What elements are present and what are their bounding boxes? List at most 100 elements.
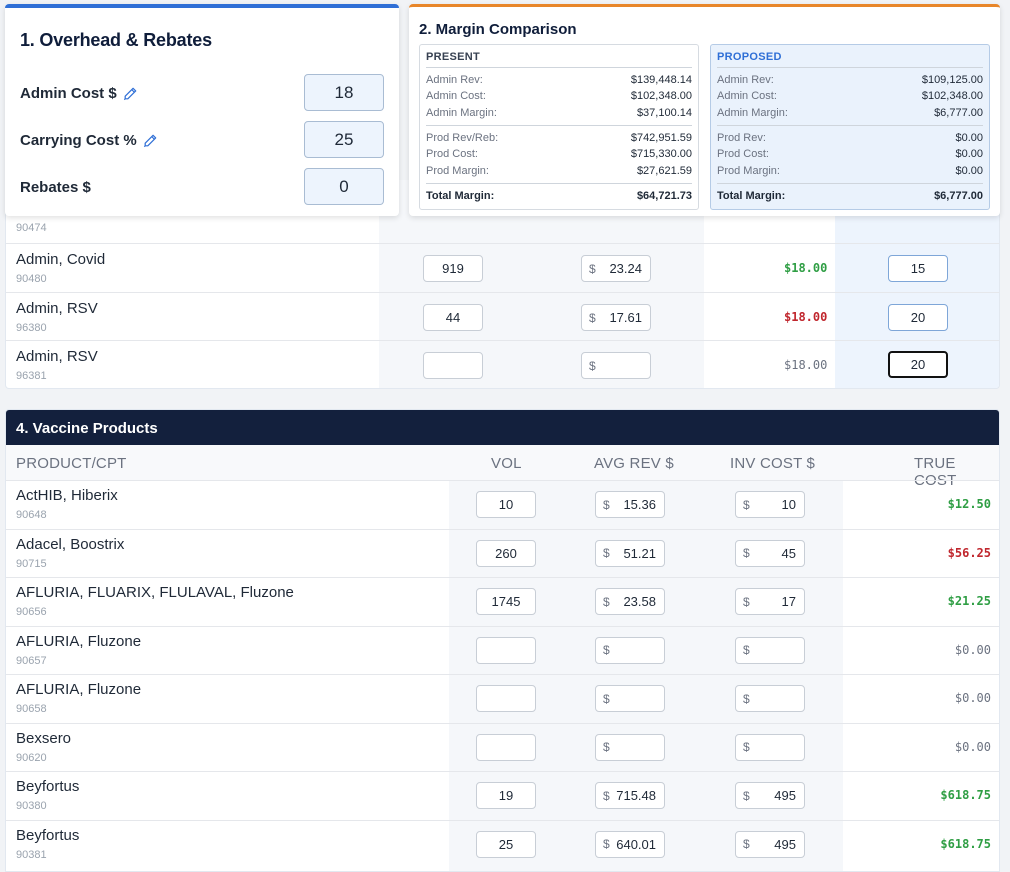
vol-value: 1745 — [491, 594, 521, 609]
inv-cost-input[interactable]: $ — [735, 733, 805, 761]
rebates-input[interactable]: 0 — [304, 168, 384, 205]
pencil-icon[interactable] — [123, 87, 137, 101]
true-cost-value: $0.00 — [954, 691, 991, 705]
line-label: Prod Margin: — [717, 165, 780, 177]
inv-cost-input[interactable]: $10 — [735, 491, 805, 518]
product-name: Beyfortus — [16, 826, 80, 844]
line-label: Admin Rev: — [717, 74, 774, 86]
vol-input[interactable] — [476, 685, 536, 712]
avg-rev-input[interactable]: $ — [595, 636, 665, 664]
vol-input[interactable]: 25 — [476, 830, 536, 858]
line-label: Admin Cost: — [426, 90, 486, 102]
dollar-symbol: $ — [603, 643, 610, 657]
margin-comparison-panel: 2. Margin Comparison PRESENT Admin Rev: $… — [409, 4, 1000, 216]
inv-cost-input[interactable]: $17 — [735, 588, 805, 615]
vol-input[interactable]: 919 — [423, 255, 483, 282]
line-value: $64,721.73 — [636, 190, 692, 202]
prod-cost-line: Prod Cost: $0.00 — [717, 148, 983, 160]
carrying-cost-input[interactable]: 25 — [304, 121, 384, 158]
line-label: Admin Rev: — [426, 74, 483, 86]
avg-rev-input[interactable]: $ — [595, 685, 665, 712]
product-name: AFLURIA, Fluzone — [16, 632, 142, 650]
proposed-fee-input[interactable]: 20 — [888, 304, 948, 331]
pencil-icon[interactable] — [143, 134, 157, 148]
section-title: 4. Vaccine Products — [6, 410, 999, 445]
vol-input[interactable]: 1745 — [476, 588, 536, 615]
product-cpt: 90381 — [16, 848, 47, 861]
rev-input[interactable]: $17.61 — [581, 304, 651, 331]
line-value: $27,621.59 — [636, 165, 692, 177]
table-row: Admin, RSV 96381 $ $18.00 20 — [6, 340, 999, 388]
row-name: Admin, RSV — [16, 348, 98, 365]
product-cpt: 90657 — [16, 654, 47, 667]
inv-cost-input[interactable]: $ — [735, 636, 805, 664]
avg-rev-input[interactable]: $51.21 — [595, 539, 665, 567]
dollar-symbol: $ — [603, 497, 610, 512]
line-label: Prod Margin: — [426, 165, 489, 177]
dollar-symbol: $ — [589, 310, 596, 325]
inv-cost-value: 17 — [781, 594, 796, 609]
vol-input[interactable]: 19 — [476, 782, 536, 809]
product-name: AFLURIA, Fluzone — [16, 681, 142, 698]
rebates-label: Rebates $ — [20, 179, 91, 196]
dollar-symbol: $ — [603, 740, 610, 754]
line-value: $139,448.14 — [630, 74, 692, 86]
rev-value: 17.61 — [609, 310, 642, 325]
product-cpt: 90715 — [16, 557, 47, 570]
proposed-fee-input[interactable]: 20 — [888, 351, 948, 378]
proposed-value: 15 — [910, 261, 926, 276]
avg-rev-value: 640.01 — [616, 836, 656, 852]
avg-rev-input[interactable]: $23.58 — [595, 588, 665, 615]
avg-rev-value: 15.36 — [623, 497, 656, 512]
avg-rev-value: 715.48 — [616, 788, 656, 803]
avg-rev-input[interactable]: $ — [595, 733, 665, 761]
vol-input[interactable]: 260 — [476, 539, 536, 567]
inv-cost-input[interactable]: $495 — [735, 782, 805, 809]
vol-input[interactable]: 10 — [476, 491, 536, 518]
prod-rev-line: Prod Rev: $0.00 — [717, 132, 983, 144]
dollar-symbol: $ — [603, 691, 610, 706]
dollar-symbol: $ — [743, 594, 750, 609]
admin-cost-line: Admin Cost: $102,348.00 — [426, 90, 692, 102]
rev-input[interactable]: $23.24 — [581, 255, 651, 282]
line-label: Admin Margin: — [717, 107, 788, 119]
dollar-symbol: $ — [743, 788, 750, 803]
avg-rev-input[interactable]: $15.36 — [595, 491, 665, 518]
true-cost-value: $0.00 — [954, 642, 991, 657]
avg-rev-input[interactable]: $715.48 — [595, 782, 665, 809]
inv-cost-value: 495 — [774, 836, 796, 852]
vaccine-products-section: 4. Vaccine Products PRODUCT/CPT VOL AVG … — [5, 409, 1000, 872]
admin-cost-input[interactable]: 18 — [304, 74, 384, 111]
inv-cost-input[interactable]: $495 — [735, 830, 805, 858]
proposed-value: 20 — [910, 357, 926, 372]
inv-cost-input[interactable]: $45 — [735, 539, 805, 567]
avg-rev-input[interactable]: $640.01 — [595, 830, 665, 858]
product-name: Bexsero — [16, 729, 72, 747]
header-true-cost: TRUE COST — [914, 455, 957, 489]
product-cpt: 90620 — [16, 751, 47, 764]
admin-cost-row: Admin Cost $ — [20, 85, 137, 102]
dollar-symbol: $ — [743, 837, 750, 851]
rev-input[interactable]: $ — [581, 352, 651, 379]
product-name: Beyfortus — [16, 778, 80, 795]
admin-cost-line: Admin Cost: $102,348.00 — [717, 90, 983, 102]
true-cost-value: $618.75 — [940, 788, 991, 802]
line-label: Total Margin: — [717, 190, 786, 202]
admin-cost-label: Admin Cost $ — [20, 85, 117, 102]
dollar-symbol: $ — [589, 358, 596, 373]
table-row: Beyfortus 90380 19 $715.48 $495 $618.75 — [6, 771, 999, 819]
inv-cost-input[interactable]: $ — [735, 685, 805, 712]
vol-input[interactable] — [476, 733, 536, 761]
dollar-symbol: $ — [743, 740, 750, 754]
dollar-symbol: $ — [589, 261, 596, 276]
vol-input[interactable]: 44 — [423, 304, 483, 331]
vol-input[interactable] — [476, 636, 536, 664]
line-value: $6,777.00 — [934, 107, 983, 119]
proposed-fee-input[interactable]: 15 — [888, 255, 948, 282]
true-cost-value: $618.75 — [940, 836, 991, 851]
vol-input[interactable] — [423, 352, 483, 379]
admin-rev-line: Admin Rev: $139,448.14 — [426, 74, 692, 86]
box-heading: PROPOSED — [717, 51, 983, 68]
table-row: Admin, RSV 96380 44 $17.61 $18.00 20 — [6, 292, 999, 340]
line-label: Admin Margin: — [426, 107, 497, 119]
